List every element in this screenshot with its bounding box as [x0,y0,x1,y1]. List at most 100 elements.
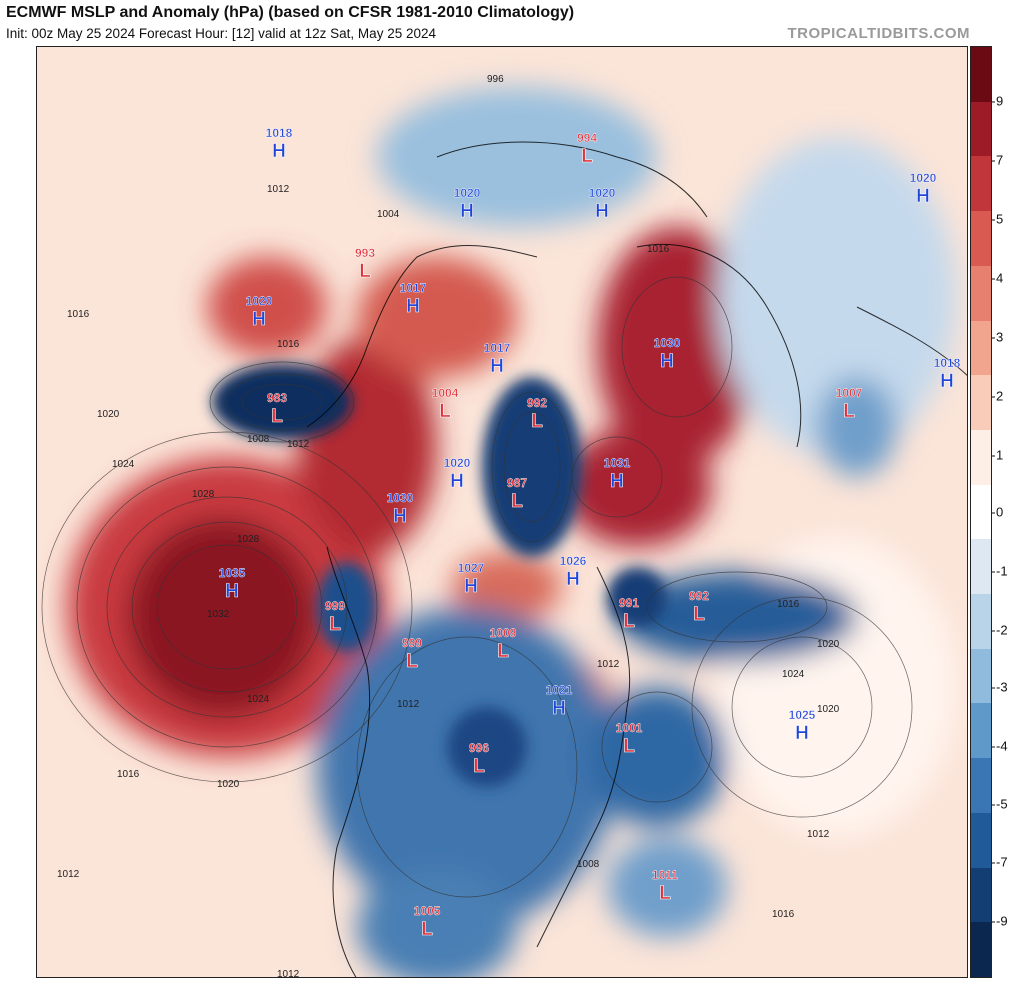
pressure-value: 1026 [560,554,587,568]
pressure-value: 1018 [934,356,961,370]
colorbar-swatch [971,101,991,157]
pressure-type: H [272,141,286,162]
isobar-label: 1024 [782,669,805,680]
pressure-value: 1009 [490,626,517,640]
anomaly-positive-region [452,552,562,622]
pressure-value: 1011 [652,868,678,882]
isobar-label: 1016 [772,909,795,920]
isobar-label: 1012 [807,829,830,840]
isobar-label: 1020 [817,704,840,715]
isobar-label: 1012 [287,439,310,450]
pressure-value: 999 [402,636,422,650]
pressure-type: L [623,611,635,632]
isobar-label: 1012 [267,184,290,195]
colorbar-tick-label: 0 [991,504,1004,520]
pressure-type: H [595,201,609,222]
anomaly-positive-region [562,427,712,547]
isobar [131,521,323,693]
pressure-value: 993 [355,246,375,260]
pressure-type: L [359,261,371,282]
pressure-value: 1030 [654,336,681,350]
colorbar-swatch [971,594,991,649]
isobar [571,436,663,518]
chart-title: ECMWF MSLP and Anomaly (hPa) (based on C… [6,4,575,21]
pressure-type: L [473,756,485,777]
pressure-type: H [916,186,930,207]
isobar [491,391,573,543]
pressure-value: 1020 [246,294,273,308]
anomaly-negative-region [617,572,857,662]
colorbar-swatch [971,867,991,923]
pressure-type: L [531,411,543,432]
pressure-type: H [252,309,266,330]
anomaly-positive-region [597,227,757,467]
colorbar-tick-label: 3 [991,329,1004,345]
colorbar-swatch [971,484,991,540]
colorbar-swatch [971,265,991,321]
colorbar-tick-label: 9 [991,93,1004,109]
pressure-value: 987 [507,476,527,490]
isobar-label: 1032 [207,609,230,620]
colorbar-tick-label: 1 [991,447,1004,463]
pressure-value: 1030 [387,491,414,505]
anomaly-negative-core [447,707,527,787]
chart-subtitle: Init: 00z May 25 2024 Forecast Hour: [12… [6,26,436,41]
anomaly-negative-core [212,364,352,440]
anomaly-negative-region [817,377,897,477]
pressure-type: H [610,471,624,492]
pressure-value: 1007 [836,386,863,400]
colorbar-tick-label: 4 [991,270,1004,286]
isobar-label: 1016 [67,309,90,320]
isobar-label: 1020 [817,639,840,650]
forecast-map: 1012 1016 1020 1024 1028 1032 1008 1004 996 1012 1… [36,46,968,978]
pressure-type: L [329,614,341,635]
isobar [646,571,828,643]
pressure-type: L [693,604,705,625]
colorbar-tick-label: -1 [992,563,1008,579]
colorbar-tick-label: -7 [992,854,1008,870]
colorbar-tick-label: -3 [992,679,1008,695]
isobar [691,596,913,818]
pressure-type: L [511,491,523,512]
isobar-label: 1016 [277,339,300,350]
isobar-label: 1016 [647,244,670,255]
pressure-type: H [566,569,580,590]
anomaly-negative-core [607,567,667,627]
colorbar-swatch [971,703,991,759]
isobar-label: 1012 [277,969,300,978]
pressure-type: L [581,146,593,167]
anomaly-negative-region [377,87,657,227]
colorbar-swatch [971,648,991,704]
colorbar-tick-label: 7 [991,152,1004,168]
anomaly-positive-core [127,517,317,717]
pressure-type: L [843,401,855,422]
isobar [226,373,338,431]
isobar-label: 1008 [577,859,600,870]
isobar [356,636,578,898]
isobar [503,411,561,523]
pressure-value: 1031 [604,456,631,470]
coastlines [306,141,967,977]
